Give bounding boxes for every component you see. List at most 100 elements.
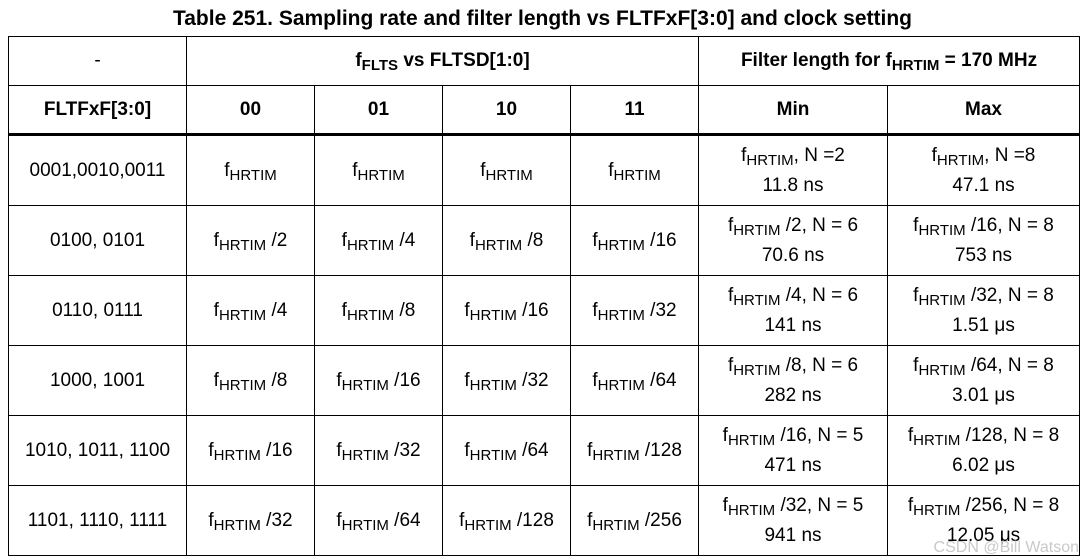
min-length-value: 282 ns xyxy=(764,384,822,406)
sampling-rate-cell: fHRTIM /16 xyxy=(442,275,571,346)
sampling-rate-value: fHRTIM xyxy=(480,159,533,184)
max-length-value: 12.05 μs xyxy=(946,524,1021,546)
sampling-rate-cell: fHRTIM xyxy=(442,134,571,206)
min-length-value: 471 ns xyxy=(764,454,822,476)
min-clock-setting: fHRTIM /16, N = 5 xyxy=(722,424,864,449)
sampling-rate-value: fHRTIM /16 xyxy=(592,229,677,254)
table-row: 1101, 1110, 1111 fHRTIM /32 fHRTIM /64 fHRT… xyxy=(8,485,1081,556)
sampling-rate-cell: fHRTIM /64 xyxy=(569,345,700,416)
fltfxf-value-cell: 1101, 1110, 1111 xyxy=(8,485,187,556)
header-fltfxf: FLTFxF[3:0] xyxy=(8,85,187,136)
max-filter-length-cell: fHRTIM /64, N = 8 3.01 μs xyxy=(887,345,1081,416)
min-filter-length-cell: fHRTIM /32, N = 5 941 ns xyxy=(698,485,889,556)
max-filter-length-cell: fHRTIM /32, N = 8 1.51 μs xyxy=(887,275,1081,346)
fltfxf-value-cell: 0110, 0111 xyxy=(8,275,187,346)
sampling-rate-value: fHRTIM /8 xyxy=(469,229,544,254)
sampling-rate-cell: fHRTIM /16 xyxy=(569,205,700,276)
fltfxf-value-cell: 1000, 1001 xyxy=(8,345,187,416)
min-length-value: 941 ns xyxy=(764,524,822,546)
sampling-rate-cell: fHRTIM xyxy=(314,134,443,206)
max-length-value: 47.1 ns xyxy=(952,174,1015,196)
min-clock-setting: fHRTIM, N =2 xyxy=(741,144,845,169)
sampling-rate-cell: fHRTIM /32 xyxy=(442,345,571,416)
watermark: CSDN @Bill Watson xyxy=(933,539,1079,556)
sampling-rate-value: fHRTIM /16 xyxy=(464,299,549,324)
max-clock-setting: fHRTIM /32, N = 8 xyxy=(913,284,1054,309)
sampling-rate-value: fHRTIM /32 xyxy=(592,299,677,324)
sampling-rate-value: fHRTIM xyxy=(352,159,405,184)
sampling-rate-cell: fHRTIM /32 xyxy=(314,415,443,486)
header-10: 10 xyxy=(442,85,571,136)
sampling-rate-cell: fHRTIM xyxy=(186,134,315,206)
sampling-rate-value: fHRTIM /32 xyxy=(464,369,549,394)
sampling-rate-cell: fHRTIM /8 xyxy=(442,205,571,276)
table-row: 1000, 1001 fHRTIM /8 fHRTIM /16 fHRTIM /32 f… xyxy=(8,345,1081,416)
header-dash-cell: - xyxy=(8,36,187,86)
sampling-rate-value: fHRTIM /128 xyxy=(459,509,554,534)
sampling-rate-cell: fHRTIM /4 xyxy=(314,205,443,276)
header-row-1: - fFLTS vs FLTSD[1:0] Filter length for … xyxy=(8,36,1081,86)
min-filter-length-cell: fHRTIM /8, N = 6 282 ns xyxy=(698,345,889,416)
sampling-rate-value: fHRTIM /128 xyxy=(587,439,682,464)
sampling-rate-table: - fFLTS vs FLTSD[1:0] Filter length for … xyxy=(8,36,1081,556)
min-clock-setting: fHRTIM /2, N = 6 xyxy=(727,214,859,239)
table-title: Table 251. Sampling rate and filter leng… xyxy=(172,7,913,30)
sampling-rate-cell: fHRTIM xyxy=(569,134,700,206)
header-flts-group: fFLTS vs FLTSD[1:0] xyxy=(185,36,700,86)
sampling-rate-cell: fHRTIM /256 xyxy=(569,485,700,556)
max-clock-setting: fHRTIM /128, N = 8 xyxy=(907,424,1060,449)
sampling-rate-value: fHRTIM xyxy=(608,159,661,184)
sampling-rate-cell: fHRTIM /8 xyxy=(186,345,315,416)
header-11: 11 xyxy=(569,85,700,136)
sampling-rate-value: fHRTIM /4 xyxy=(341,229,416,254)
sampling-rate-value: fHRTIM /64 xyxy=(592,369,677,394)
min-clock-setting: fHRTIM /8, N = 6 xyxy=(727,354,859,379)
min-length-value: 11.8 ns xyxy=(762,174,824,196)
min-filter-length-cell: fHRTIM /2, N = 6 70.6 ns xyxy=(698,205,889,276)
min-filter-length-cell: fHRTIM, N =2 11.8 ns xyxy=(698,134,889,206)
sampling-rate-value: fHRTIM /8 xyxy=(213,369,288,394)
header-max: Max xyxy=(887,85,1081,136)
header-min: Min xyxy=(698,85,889,136)
fltfxf-value-cell: 0001,0010,0011 xyxy=(8,134,187,206)
max-filter-length-cell: fHRTIM /16, N = 8 753 ns xyxy=(887,205,1081,276)
sampling-rate-value: fHRTIM /32 xyxy=(208,509,293,534)
table-row: 0001,0010,0011 fHRTIM fHRTIM fHRTIM fHRTIM fH… xyxy=(8,134,1081,206)
sampling-rate-value: fHRTIM /16 xyxy=(208,439,293,464)
min-filter-length-cell: fHRTIM /4, N = 6 141 ns xyxy=(698,275,889,346)
sampling-rate-cell: fHRTIM /2 xyxy=(186,205,315,276)
table-body: 0001,0010,0011 fHRTIM fHRTIM fHRTIM fHRTIM fH… xyxy=(8,134,1081,556)
sampling-rate-value: fHRTIM /64 xyxy=(336,509,421,534)
max-clock-setting: fHRTIM, N =8 xyxy=(931,144,1036,169)
min-filter-length-cell: fHRTIM /16, N = 5 471 ns xyxy=(698,415,889,486)
sampling-rate-cell: fHRTIM /64 xyxy=(442,415,571,486)
min-clock-setting: fHRTIM /4, N = 6 xyxy=(727,284,859,309)
sampling-rate-value: fHRTIM /32 xyxy=(336,439,421,464)
sampling-rate-cell: fHRTIM /4 xyxy=(186,275,315,346)
header-01: 01 xyxy=(314,85,443,136)
max-clock-setting: fHRTIM /256, N = 8 xyxy=(907,494,1060,519)
sampling-rate-cell: fHRTIM /64 xyxy=(314,485,443,556)
min-length-value: 141 ns xyxy=(764,314,822,336)
sampling-rate-value: fHRTIM /64 xyxy=(464,439,549,464)
min-clock-setting: fHRTIM /32, N = 5 xyxy=(722,494,864,519)
sampling-rate-cell: fHRTIM /32 xyxy=(186,485,315,556)
header-filter-length-group: Filter length for fHRTIM = 170 MHz xyxy=(698,36,1081,86)
max-length-value: 753 ns xyxy=(954,244,1013,266)
max-length-value: 1.51 μs xyxy=(952,314,1015,336)
sampling-rate-cell: fHRTIM /32 xyxy=(569,275,700,346)
sampling-rate-value: fHRTIM /4 xyxy=(213,299,288,324)
sampling-rate-value: fHRTIM xyxy=(224,159,277,184)
sampling-rate-value: fHRTIM /2 xyxy=(213,229,288,254)
sampling-rate-value: fHRTIM /8 xyxy=(341,299,416,324)
sampling-rate-cell: fHRTIM /128 xyxy=(569,415,700,486)
table-row: 0100, 0101 fHRTIM /2 fHRTIM /4 fHRTIM /8 fHR… xyxy=(8,205,1081,276)
min-length-value: 70.6 ns xyxy=(761,244,825,266)
max-filter-length-cell: fHRTIM, N =8 47.1 ns xyxy=(887,134,1081,206)
max-filter-length-cell: fHRTIM /256, N = 8 12.05 μs xyxy=(887,485,1081,556)
max-filter-length-cell: fHRTIM /128, N = 8 6.02 μs xyxy=(887,415,1081,486)
max-clock-setting: fHRTIM /16, N = 8 xyxy=(913,214,1054,239)
fltfxf-value-cell: 1010, 1011, 1100 xyxy=(8,415,187,486)
sampling-rate-cell: fHRTIM /16 xyxy=(314,345,443,416)
max-clock-setting: fHRTIM /64, N = 8 xyxy=(913,354,1054,379)
